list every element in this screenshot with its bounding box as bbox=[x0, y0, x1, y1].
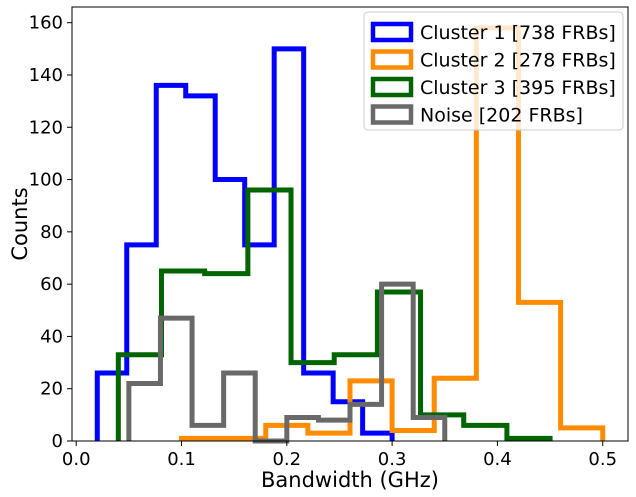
y-axis-label: Counts bbox=[8, 187, 32, 260]
legend-swatch-4 bbox=[370, 104, 414, 125]
histogram-series-3 bbox=[115, 187, 553, 441]
legend-label-4: Noise [202 FRBs] bbox=[420, 105, 583, 127]
legend-swatch-3 bbox=[370, 76, 414, 98]
x-tick-label: 0.3 bbox=[378, 449, 407, 470]
x-tick-label: 0.4 bbox=[483, 449, 512, 470]
y-tick-label: 80 bbox=[40, 222, 63, 243]
histogram-series-4 bbox=[126, 281, 448, 444]
y-axis: 0 20 40 60 80 100 120 140 160 bbox=[29, 13, 72, 452]
y-tick-label: 160 bbox=[29, 13, 63, 34]
legend-label-1: Cluster 1 [738 FRBs] bbox=[420, 22, 616, 44]
y-tick-label: 40 bbox=[40, 326, 63, 347]
legend-label-3: Cluster 3 [395 FRBs] bbox=[420, 77, 616, 99]
legend: Cluster 1 [738 FRBs] Cluster 2 [278 FRBs]… bbox=[363, 11, 624, 131]
histogram-series-2 bbox=[179, 25, 606, 441]
legend-swatch-2 bbox=[370, 49, 414, 70]
y-tick-label: 20 bbox=[40, 379, 63, 400]
y-tick-label: 140 bbox=[29, 65, 63, 86]
x-tick-label: 0.5 bbox=[588, 449, 617, 470]
x-tick-label: 0.2 bbox=[272, 449, 301, 470]
plot-frame bbox=[71, 6, 629, 442]
legend-label-2: Cluster 2 [278 FRBs] bbox=[420, 50, 616, 72]
x-axis: 0.0 0.1 0.2 0.3 0.4 0.5 bbox=[62, 441, 617, 470]
y-tick-label: 60 bbox=[40, 274, 63, 295]
y-tick-label: 100 bbox=[29, 170, 63, 191]
legend-frame bbox=[363, 11, 624, 131]
y-tick-label: 0 bbox=[52, 431, 63, 452]
x-tick-label: 0.0 bbox=[62, 449, 91, 470]
y-tick-label: 120 bbox=[29, 117, 63, 138]
legend-swatch-1 bbox=[370, 21, 414, 43]
x-axis-label: Bandwidth (GHz) bbox=[261, 468, 439, 492]
series-layer bbox=[94, 25, 606, 444]
x-tick-label: 0.1 bbox=[167, 449, 196, 470]
